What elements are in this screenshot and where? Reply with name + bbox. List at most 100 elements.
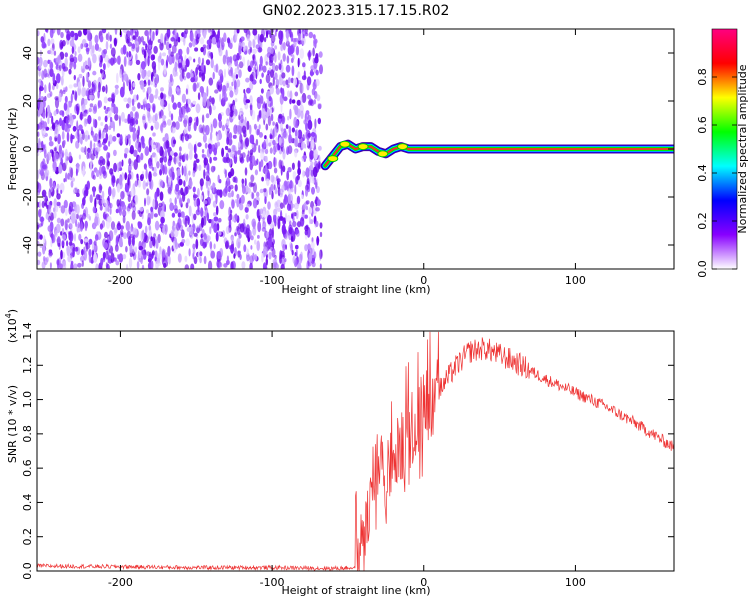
- noise-speck: [116, 183, 121, 193]
- noise-speck: [141, 142, 145, 149]
- noise-speck: [282, 146, 285, 154]
- noise-speck: [175, 183, 180, 192]
- noise-speck: [238, 203, 244, 211]
- noise-speck: [257, 221, 262, 233]
- noise-speck: [66, 30, 71, 41]
- noise-speck: [232, 176, 236, 183]
- noise-speck: [152, 198, 156, 210]
- noise-speck: [249, 134, 254, 144]
- noise-speck: [188, 116, 193, 124]
- noise-speck: [130, 187, 135, 197]
- noise-speck: [177, 253, 182, 263]
- colorbar-gradient: [712, 29, 737, 269]
- noise-speck: [140, 249, 145, 260]
- noise-speck: [172, 222, 177, 231]
- noise-speck: [78, 154, 81, 160]
- noise-speck: [135, 140, 139, 150]
- noise-speck: [110, 221, 116, 230]
- noise-speck: [256, 129, 259, 136]
- noise-speck: [259, 78, 262, 85]
- noise-speck: [228, 86, 233, 92]
- noise-speck: [53, 198, 57, 209]
- noise-speck: [233, 80, 237, 90]
- noise-speck: [151, 250, 155, 256]
- noise-speck: [116, 133, 121, 138]
- noise-speck: [129, 88, 133, 95]
- noise-speck: [290, 45, 294, 55]
- noise-speck: [108, 125, 112, 131]
- noise-speck: [307, 94, 312, 100]
- noise-speck: [239, 223, 245, 233]
- noise-speck: [43, 43, 47, 48]
- noise-speck: [185, 58, 190, 68]
- noise-speck: [164, 163, 167, 174]
- noise-speck: [295, 229, 300, 235]
- noise-speck: [183, 165, 187, 177]
- noise-speck: [173, 39, 178, 47]
- noise-speck: [146, 108, 151, 119]
- noise-speck: [255, 138, 259, 146]
- noise-speck: [39, 80, 42, 87]
- noise-speck: [291, 65, 295, 77]
- noise-speck: [44, 169, 50, 177]
- noise-speck: [301, 194, 304, 199]
- noise-speck: [254, 239, 257, 245]
- noise-speck: [222, 54, 227, 65]
- noise-speck: [213, 212, 217, 217]
- noise-speck: [304, 225, 309, 232]
- noise-speck: [134, 180, 138, 188]
- noise-speck: [190, 77, 196, 83]
- noise-speck: [305, 167, 310, 179]
- noise-speck: [105, 84, 108, 94]
- noise-speck: [232, 104, 237, 112]
- noise-speck: [228, 218, 232, 229]
- noise-speck: [197, 142, 202, 148]
- noise-speck: [209, 226, 212, 235]
- noise-speck: [70, 260, 74, 265]
- noise-speck: [50, 239, 53, 248]
- noise-speck: [285, 212, 287, 222]
- noise-speck: [141, 213, 144, 220]
- noise-speck: [163, 120, 167, 126]
- noise-speck: [140, 104, 144, 110]
- noise-speck: [168, 255, 171, 265]
- noise-speck: [267, 201, 271, 210]
- noise-speck: [252, 198, 258, 209]
- noise-speck: [169, 73, 173, 83]
- noise-speck: [39, 62, 42, 69]
- noise-speck: [247, 150, 250, 157]
- noise-speck: [256, 68, 259, 76]
- noise-speck: [85, 242, 91, 250]
- noise-speck: [197, 187, 200, 198]
- noise-speck: [246, 87, 251, 94]
- noise-speck: [51, 115, 54, 125]
- x-tick-label: -100: [260, 274, 285, 287]
- noise-speck: [121, 204, 127, 211]
- noise-speck: [295, 209, 299, 220]
- noise-speck: [127, 97, 132, 104]
- noise-speck: [188, 179, 193, 188]
- noise-speck: [305, 122, 308, 131]
- noise-speck: [246, 248, 249, 255]
- noise-speck: [243, 29, 248, 34]
- noise-speck: [270, 113, 274, 122]
- noise-speck: [176, 156, 179, 165]
- noise-speck: [177, 101, 182, 108]
- noise-speck: [43, 59, 48, 68]
- noise-speck: [152, 31, 155, 41]
- noise-speck: [100, 257, 104, 267]
- noise-speck: [257, 114, 260, 122]
- noise-speck: [227, 192, 233, 198]
- noise-speck: [224, 169, 228, 179]
- noise-speck: [319, 263, 322, 269]
- noise-speck: [225, 49, 228, 60]
- noise-speck: [160, 58, 165, 66]
- noise-speck: [142, 41, 146, 46]
- noise-speck: [234, 98, 238, 103]
- noise-speck: [304, 244, 308, 252]
- noise-speck: [117, 254, 120, 260]
- noise-speck: [169, 197, 172, 204]
- noise-speck: [250, 174, 255, 183]
- noise-speck: [137, 147, 141, 152]
- noise-speck: [316, 199, 321, 207]
